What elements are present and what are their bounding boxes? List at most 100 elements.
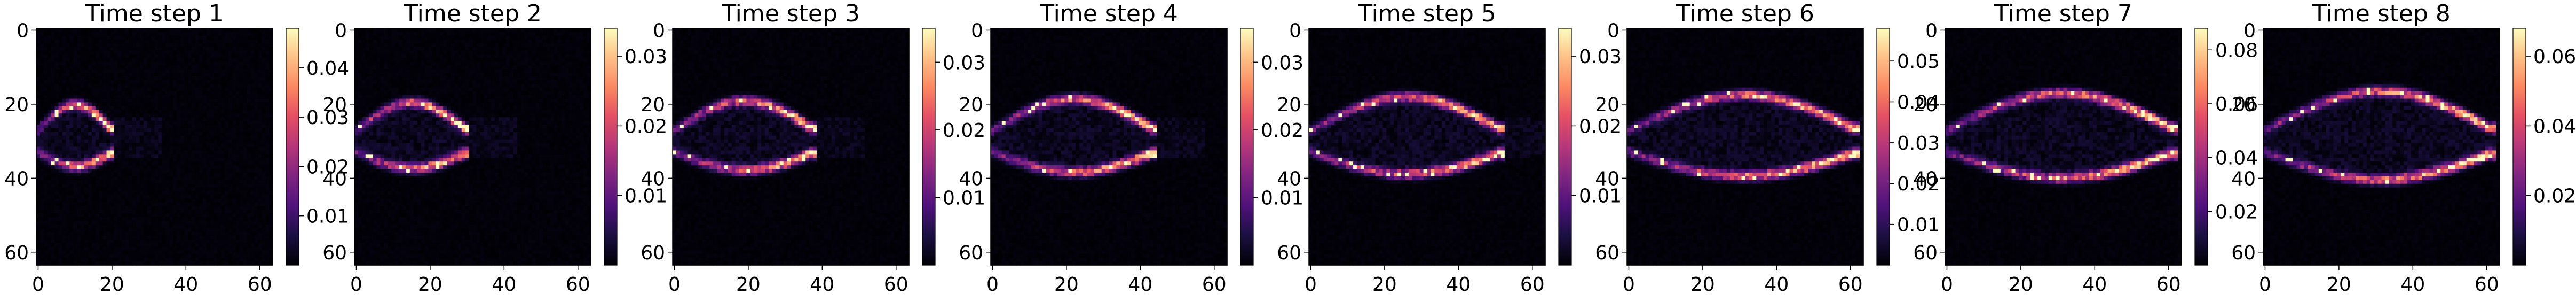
heatmap-cell [36, 235, 41, 240]
heatmap-cell [206, 172, 210, 177]
heatmap-cell [184, 261, 188, 266]
heatmap-cell [195, 95, 200, 99]
heatmap-cell [173, 135, 177, 140]
heatmap-cell [199, 35, 203, 40]
heatmap-cell [162, 73, 166, 77]
heatmap-cell [191, 258, 196, 262]
heatmap-cell [43, 146, 48, 151]
heatmap-cell [66, 35, 70, 40]
heatmap-cell [413, 73, 418, 77]
heatmap-cell [162, 35, 166, 40]
heatmap-cell [568, 50, 573, 55]
heatmap-cell [77, 76, 81, 81]
heatmap-cell [369, 69, 374, 73]
heatmap-cell [557, 69, 562, 73]
heatmap-cell [154, 180, 159, 184]
heatmap-cell [165, 231, 170, 236]
heatmap-cell [147, 58, 152, 62]
heatmap-cell [465, 50, 470, 55]
heatmap-cell [491, 69, 495, 73]
heatmap-cell [247, 246, 251, 251]
heatmap-cell [461, 61, 466, 66]
heatmap-cell [177, 50, 181, 55]
heatmap-cell [228, 110, 233, 114]
heatmap-cell [221, 217, 225, 221]
heatmap-cell [543, 43, 547, 48]
heatmap-cell [232, 169, 236, 173]
heatmap-cell [217, 87, 222, 92]
heatmap-cell [84, 158, 89, 162]
heatmap-cell [395, 47, 399, 51]
heatmap-cell [99, 250, 104, 254]
heatmap-cell [162, 195, 166, 199]
heatmap-cell [384, 69, 388, 73]
heatmap-cell [114, 35, 118, 40]
heatmap-cell [191, 172, 196, 177]
heatmap-cell [129, 135, 133, 140]
heatmap-cell [217, 128, 222, 133]
heatmap-cell [587, 39, 591, 44]
heatmap-cell [232, 143, 236, 148]
heatmap-cell [169, 54, 173, 58]
heatmap-cell [58, 73, 63, 77]
heatmap-cell [505, 32, 510, 36]
heatmap-cell [139, 154, 144, 158]
heatmap-cell [580, 47, 584, 51]
heatmap-cell [225, 95, 229, 99]
heatmap-cell [62, 113, 66, 118]
heatmap-cell [173, 65, 177, 70]
heatmap-cell [247, 35, 251, 40]
heatmap-cell [117, 91, 122, 96]
heatmap-cell [88, 161, 92, 166]
heatmap-cell [47, 246, 52, 251]
heatmap-cell [121, 169, 125, 173]
heatmap-cell [432, 47, 436, 51]
heatmap-cell [206, 154, 210, 158]
heatmap-cell [99, 213, 104, 218]
heatmap-cell [95, 202, 100, 206]
heatmap-cell [373, 73, 377, 77]
heatmap-cell [169, 246, 173, 251]
heatmap-cell [239, 98, 244, 103]
heatmap-cell [221, 80, 225, 84]
heatmap-cell [550, 65, 555, 70]
heatmap-cell [498, 54, 503, 58]
heatmap-cell [91, 76, 96, 81]
heatmap-cell [99, 195, 104, 199]
heatmap-cell [139, 87, 144, 92]
heatmap-cell [158, 202, 162, 206]
heatmap-cell [202, 102, 207, 106]
heatmap-cell [173, 69, 177, 73]
heatmap-cell [413, 69, 418, 73]
heatmap-cell [239, 117, 244, 121]
heatmap-cell [36, 150, 41, 155]
heatmap-cell [47, 161, 52, 166]
heatmap-cell [221, 235, 225, 240]
heatmap-cell [187, 261, 192, 266]
heatmap-cell [254, 95, 258, 99]
heatmap-cell [84, 261, 89, 266]
heatmap-cell [369, 32, 374, 36]
heatmap-cell [369, 47, 374, 51]
heatmap-cell [191, 161, 196, 166]
heatmap-cell [498, 61, 503, 66]
heatmap-cell [247, 235, 251, 240]
heatmap-cell [239, 146, 244, 151]
heatmap-cell [91, 243, 96, 247]
heatmap-cell [129, 73, 133, 77]
heatmap-cell [265, 180, 270, 184]
heatmap-cell [125, 54, 129, 58]
heatmap-cell [202, 183, 207, 188]
heatmap-cell [91, 158, 96, 162]
heatmap-cell [199, 246, 203, 251]
heatmap-cell [154, 43, 159, 48]
heatmap-cell [88, 50, 92, 55]
heatmap-cell [162, 246, 166, 251]
heatmap-cell [43, 106, 48, 110]
heatmap-cell [54, 254, 59, 258]
heatmap-cell [121, 128, 125, 133]
heatmap-cell [162, 32, 166, 36]
heatmap-cell [269, 28, 273, 33]
heatmap-cell [88, 169, 92, 173]
heatmap-cell [524, 35, 528, 40]
